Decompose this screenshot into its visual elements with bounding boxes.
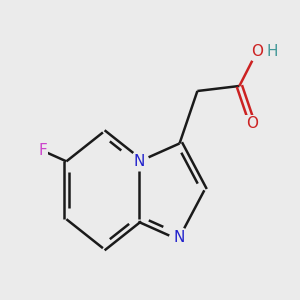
Text: N: N [134, 154, 145, 169]
Text: O: O [246, 116, 258, 131]
Text: F: F [39, 143, 48, 158]
Text: N: N [174, 230, 185, 244]
Text: O: O [251, 44, 263, 59]
Text: H: H [267, 44, 278, 59]
